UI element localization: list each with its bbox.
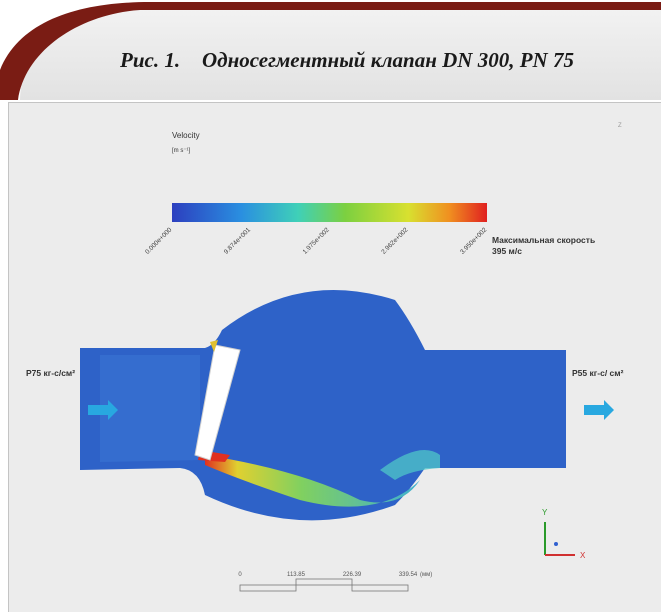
max-speed-value: 395 м/с	[492, 246, 522, 256]
axis-z-dot	[554, 542, 558, 546]
scale-tick-label: 113.85	[287, 572, 306, 578]
outlet-label: P55 кг-с/ см²	[572, 368, 624, 378]
caption: Односегментный клапан DN 300, PN 75	[202, 48, 574, 72]
colorbar	[172, 203, 487, 222]
legend-title: Velocity	[172, 131, 200, 140]
axis-x-label: X	[580, 551, 586, 560]
inlet-label: P75 кг-с/см²	[26, 368, 75, 378]
axis-y-label: Y	[542, 508, 548, 517]
scale-tick-label: 226.39	[343, 572, 362, 578]
axis-z: Z	[618, 123, 622, 129]
scale-tick-label: 339.54	[399, 572, 418, 578]
figure-label: Рис. 1.	[119, 48, 180, 72]
max-speed-label: Максимальная скорость	[492, 235, 595, 245]
page: Рис. 1. Односегментный клапан DN 300, PN…	[0, 0, 661, 612]
legend-unit: [m s⁻¹]	[172, 148, 190, 154]
scale-unit: (мм)	[420, 572, 432, 578]
